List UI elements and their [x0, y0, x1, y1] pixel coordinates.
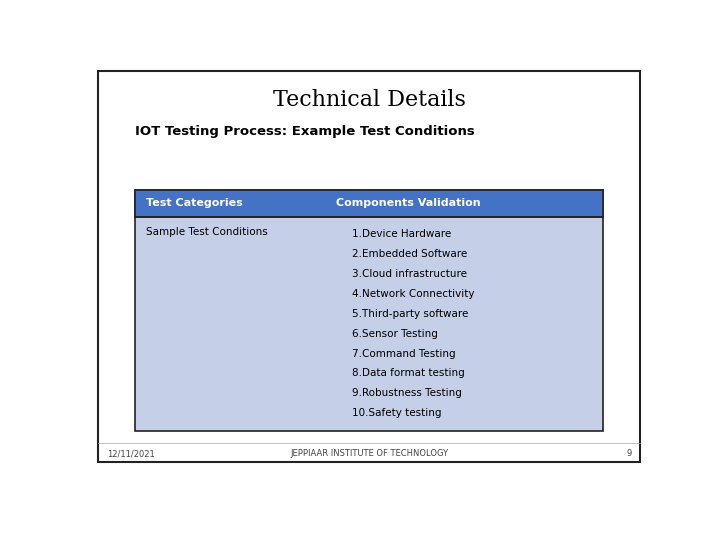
FancyBboxPatch shape	[135, 190, 603, 217]
Text: 2.Embedded Software: 2.Embedded Software	[352, 249, 467, 259]
Text: Components Validation: Components Validation	[336, 198, 480, 208]
Text: 12/11/2021: 12/11/2021	[107, 449, 155, 458]
Text: 10.Safety testing: 10.Safety testing	[352, 408, 442, 418]
Text: 1.Device Hardware: 1.Device Hardware	[352, 229, 451, 239]
Text: 4.Network Connectivity: 4.Network Connectivity	[352, 289, 474, 299]
Text: 7.Command Testing: 7.Command Testing	[352, 348, 456, 359]
FancyBboxPatch shape	[135, 190, 603, 431]
Text: 3.Cloud infrastructure: 3.Cloud infrastructure	[352, 269, 467, 279]
Text: Test Categories: Test Categories	[145, 198, 243, 208]
Text: Sample Test Conditions: Sample Test Conditions	[145, 227, 268, 238]
Text: Technical Details: Technical Details	[273, 89, 465, 111]
Text: 8.Data format testing: 8.Data format testing	[352, 368, 465, 379]
Text: 5.Third-party software: 5.Third-party software	[352, 309, 469, 319]
Text: 9.Robustness Testing: 9.Robustness Testing	[352, 388, 462, 399]
Text: JEPPIAAR INSTITUTE OF TECHNOLOGY: JEPPIAAR INSTITUTE OF TECHNOLOGY	[290, 449, 448, 458]
Text: 9: 9	[626, 449, 631, 458]
Text: IOT Testing Process: Example Test Conditions: IOT Testing Process: Example Test Condit…	[135, 125, 474, 138]
FancyBboxPatch shape	[99, 71, 639, 462]
Text: 6.Sensor Testing: 6.Sensor Testing	[352, 329, 438, 339]
